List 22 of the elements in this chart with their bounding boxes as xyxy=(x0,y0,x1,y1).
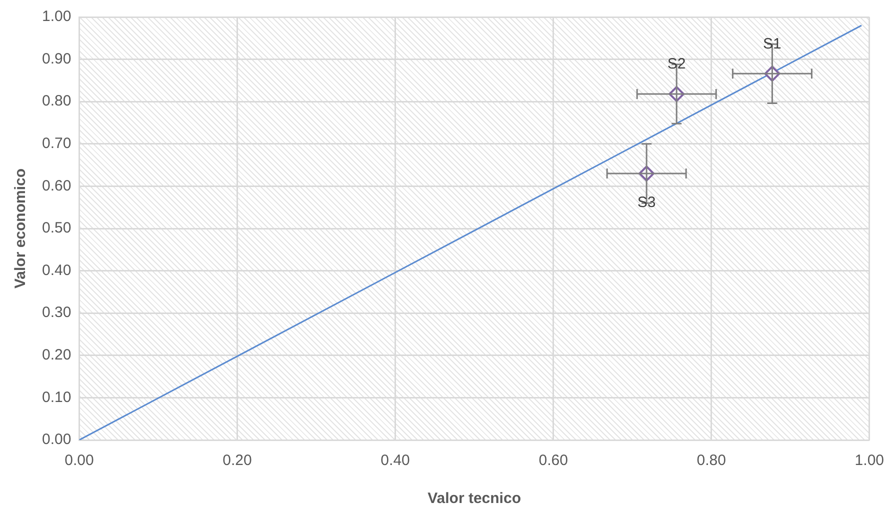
x-tick-label: 0.40 xyxy=(380,452,410,470)
y-tick-label: 0.30 xyxy=(42,304,72,322)
annotation: S1 xyxy=(763,35,782,52)
y-tick-label: 0.50 xyxy=(42,220,72,237)
x-tick-label: 0.00 xyxy=(64,452,94,470)
y-axis-title: Valor economico xyxy=(12,168,30,289)
y-tick-label: 0.00 xyxy=(42,431,72,448)
x-tick-label: 1.00 xyxy=(854,452,884,470)
annotation: S3 xyxy=(637,194,656,212)
y-tick-label: 0.40 xyxy=(42,262,72,279)
y-tick-label: 0.10 xyxy=(42,388,72,406)
x-tick-label: 0.60 xyxy=(538,452,568,470)
x-axis-title: Valor tecnico xyxy=(428,490,521,508)
x-tick-label: 0.20 xyxy=(222,452,252,470)
y-tick-label: 0.20 xyxy=(42,346,72,364)
y-tick-label: 0.90 xyxy=(42,50,72,68)
y-tick-label: 0.80 xyxy=(42,92,72,110)
annotation: S2 xyxy=(667,56,686,73)
x-tick-label: 0.80 xyxy=(696,452,726,470)
y-tick-label: 0.60 xyxy=(42,177,72,194)
y-tick-label: 0.70 xyxy=(42,135,72,152)
y-tick-label: 1.00 xyxy=(42,8,72,26)
